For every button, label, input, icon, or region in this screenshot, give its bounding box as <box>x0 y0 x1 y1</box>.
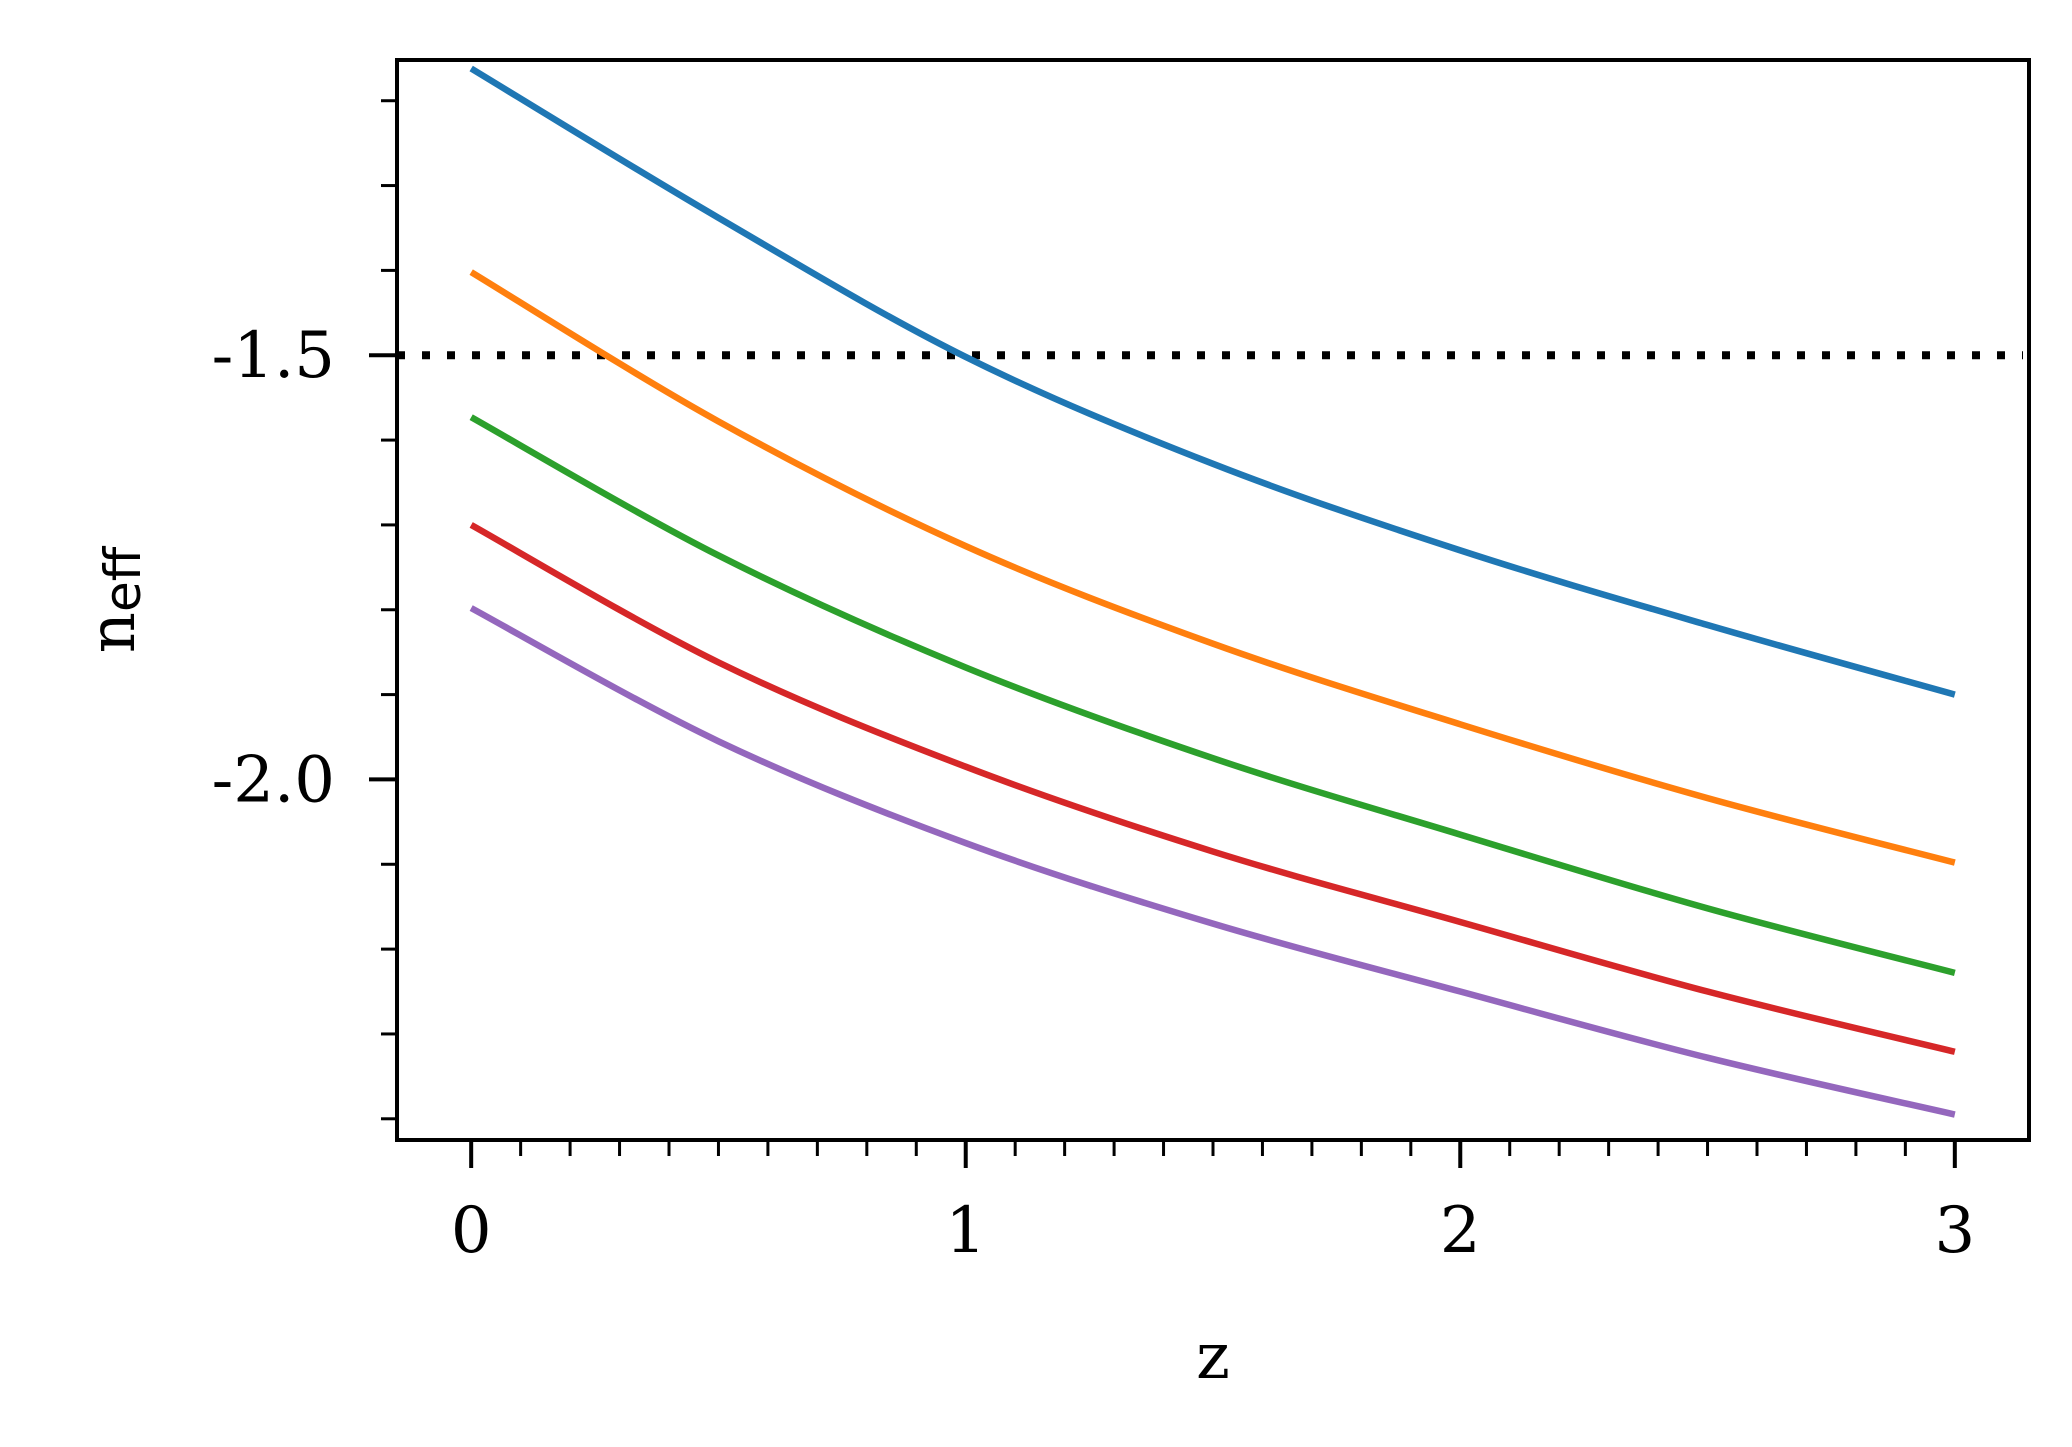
x-axis-label: z <box>1196 1320 1230 1394</box>
x-tick-label: 1 <box>945 1194 986 1268</box>
y-axis-label-sub: eff <box>94 545 152 612</box>
series-layer <box>469 65 1956 1118</box>
y-axis-label-main: n <box>76 612 150 653</box>
x-tick-label: 3 <box>1934 1194 1975 1268</box>
minor-ticks <box>381 99 1907 1156</box>
series-line-1 <box>469 65 1956 698</box>
major-ticks <box>369 353 1957 1168</box>
series-line-5 <box>469 605 1956 1118</box>
tick-labels: 0 1 2 3 -1.5 -2.0 <box>212 319 1976 1268</box>
x-tick-label: 2 <box>1440 1194 1481 1268</box>
x-tick-label: 0 <box>451 1194 492 1268</box>
series-line-2 <box>469 269 1956 866</box>
series-line-3 <box>469 414 1956 977</box>
y-axis-label: neff <box>76 545 152 653</box>
y-tick-label: -2.0 <box>212 743 335 817</box>
y-tick-label: -1.5 <box>212 319 335 393</box>
plot-frame <box>395 58 2031 1142</box>
series-line-4 <box>469 522 1956 1055</box>
